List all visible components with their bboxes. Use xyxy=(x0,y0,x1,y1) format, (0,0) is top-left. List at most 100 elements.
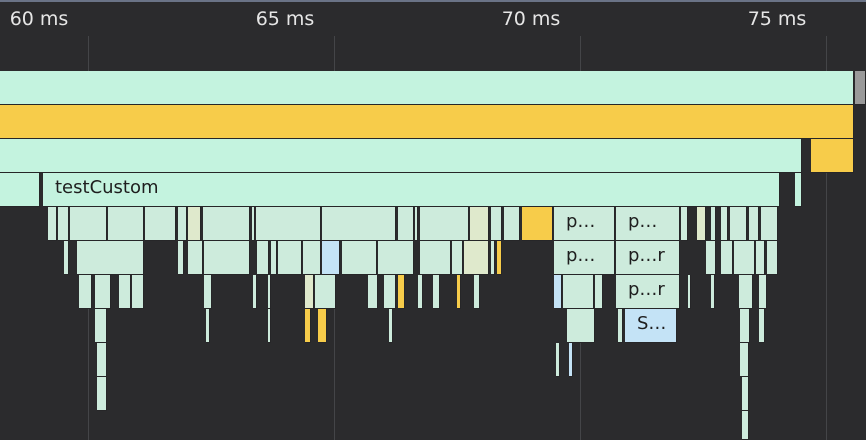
frame[interactable] xyxy=(252,207,255,241)
frame[interactable] xyxy=(95,275,111,309)
frame[interactable] xyxy=(474,275,480,309)
frame[interactable] xyxy=(119,275,131,309)
frame[interactable] xyxy=(452,241,463,275)
frame[interactable] xyxy=(697,207,706,241)
frame-labeled[interactable]: S… xyxy=(625,309,677,343)
frame[interactable] xyxy=(418,275,423,309)
frame[interactable] xyxy=(740,343,749,377)
frame[interactable] xyxy=(433,275,440,309)
frame[interactable] xyxy=(491,207,502,241)
time-ruler[interactable]: 60 ms 65 ms 70 ms 75 ms xyxy=(0,2,866,36)
frame[interactable] xyxy=(303,241,321,275)
frame[interactable] xyxy=(108,207,144,241)
frame[interactable] xyxy=(706,241,716,275)
frame[interactable] xyxy=(749,207,759,241)
frame[interactable] xyxy=(0,105,854,139)
frame[interactable] xyxy=(178,241,184,275)
frame[interactable] xyxy=(256,207,321,241)
frame[interactable] xyxy=(315,275,336,309)
frame[interactable] xyxy=(470,207,489,241)
frame[interactable] xyxy=(761,207,778,241)
frame[interactable] xyxy=(257,241,269,275)
frame[interactable] xyxy=(322,241,340,275)
frame[interactable] xyxy=(563,275,594,309)
frame[interactable] xyxy=(721,241,733,275)
frame[interactable] xyxy=(739,275,753,309)
frame[interactable] xyxy=(368,275,378,309)
frame[interactable] xyxy=(721,207,728,241)
frame[interactable] xyxy=(322,207,396,241)
frame[interactable] xyxy=(0,173,40,207)
frame[interactable] xyxy=(342,241,377,275)
frame[interactable] xyxy=(384,275,396,309)
frame[interactable] xyxy=(278,241,302,275)
frame[interactable] xyxy=(305,275,314,309)
frame[interactable] xyxy=(457,275,461,309)
frame[interactable] xyxy=(740,309,750,343)
frame[interactable] xyxy=(77,241,144,275)
frame[interactable] xyxy=(681,207,688,241)
frame[interactable] xyxy=(711,275,715,309)
frame[interactable] xyxy=(132,275,144,309)
frame[interactable] xyxy=(79,275,92,309)
frame[interactable] xyxy=(742,377,749,411)
frame[interactable] xyxy=(767,241,778,275)
frame[interactable] xyxy=(145,207,176,241)
frame[interactable] xyxy=(203,207,250,241)
frame[interactable] xyxy=(0,139,802,173)
frame[interactable] xyxy=(711,207,716,241)
frame[interactable] xyxy=(730,207,747,241)
frame[interactable] xyxy=(497,241,502,275)
frame[interactable] xyxy=(415,207,418,241)
frame[interactable] xyxy=(756,241,765,275)
frame[interactable] xyxy=(48,207,57,241)
frame[interactable] xyxy=(795,173,802,207)
frame[interactable] xyxy=(855,71,866,105)
frame[interactable] xyxy=(253,275,257,309)
frame[interactable] xyxy=(595,275,603,309)
frame-labeled[interactable]: p…r xyxy=(616,275,680,309)
frame-labeled[interactable]: p… xyxy=(554,241,615,275)
frame[interactable] xyxy=(504,207,520,241)
frame[interactable] xyxy=(491,241,495,275)
frame-labeled[interactable]: p…r xyxy=(616,241,680,275)
frame[interactable] xyxy=(0,71,854,105)
frame-labeled[interactable]: p… xyxy=(616,207,680,241)
frame[interactable] xyxy=(398,207,414,241)
frame[interactable] xyxy=(759,309,765,343)
frame[interactable] xyxy=(95,309,107,343)
frame[interactable] xyxy=(188,207,201,241)
frame[interactable] xyxy=(554,275,562,309)
frame[interactable] xyxy=(188,241,203,275)
frame[interactable] xyxy=(556,343,560,377)
frame[interactable] xyxy=(305,309,311,343)
frame[interactable] xyxy=(178,207,187,241)
frame[interactable] xyxy=(97,377,107,411)
frame[interactable] xyxy=(464,241,489,275)
frame-labeled[interactable]: p… xyxy=(554,207,615,241)
frame[interactable] xyxy=(734,241,755,275)
frame[interactable] xyxy=(742,411,749,440)
frame[interactable] xyxy=(420,207,469,241)
frame[interactable] xyxy=(618,309,623,343)
frame[interactable] xyxy=(97,343,107,377)
frame[interactable] xyxy=(268,309,271,343)
frame[interactable] xyxy=(64,241,69,275)
frame[interactable] xyxy=(271,241,277,275)
frame[interactable] xyxy=(389,309,393,343)
frame[interactable] xyxy=(204,241,250,275)
frame-testcustom[interactable]: testCustom xyxy=(43,173,780,207)
frame[interactable] xyxy=(206,309,210,343)
frame[interactable] xyxy=(70,207,107,241)
frame[interactable] xyxy=(420,241,451,275)
frame[interactable] xyxy=(759,275,767,309)
frame[interactable] xyxy=(58,207,69,241)
frame[interactable] xyxy=(268,275,271,309)
frame[interactable] xyxy=(318,309,327,343)
frame[interactable] xyxy=(378,241,414,275)
frame[interactable] xyxy=(569,343,573,377)
frame[interactable] xyxy=(522,207,553,241)
frame[interactable] xyxy=(567,309,595,343)
frame[interactable] xyxy=(204,275,212,309)
